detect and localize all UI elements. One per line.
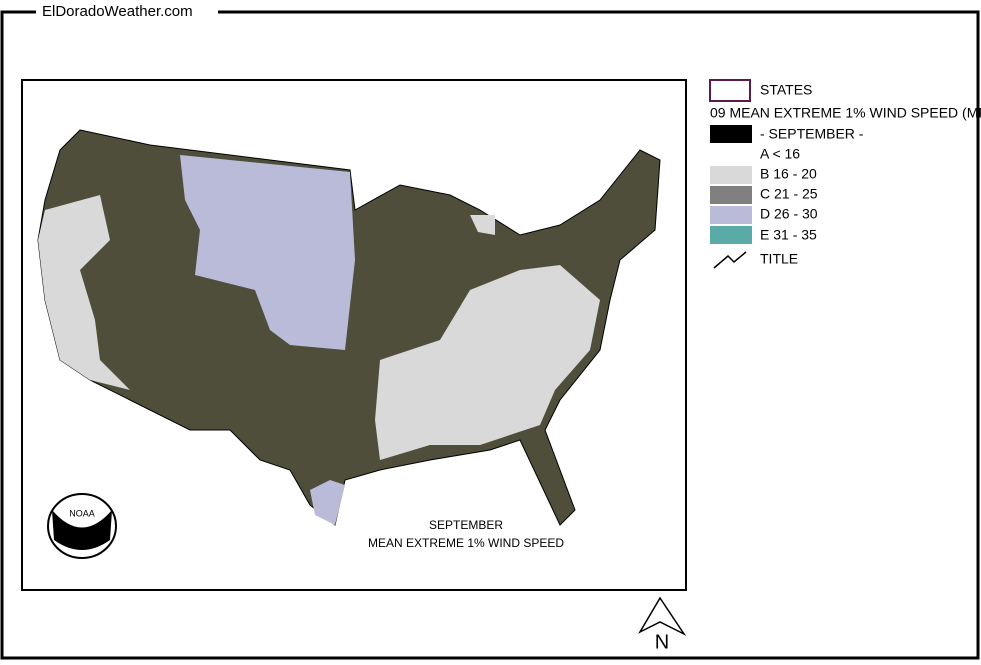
- title-symbol: [713, 251, 747, 269]
- legend-label: D 26 - 30: [760, 206, 818, 222]
- map-caption: MEAN EXTREME 1% WIND SPEED: [368, 536, 564, 550]
- outer-frame: [0, 10, 980, 660]
- region-d: [180, 155, 355, 350]
- states-swatch: [709, 79, 751, 102]
- north-arrow: [638, 596, 687, 636]
- legend-swatch: [710, 186, 752, 204]
- legend-swatch: [710, 206, 752, 224]
- north-label: N: [655, 631, 669, 653]
- legend-swatch: [710, 226, 752, 244]
- legend-label: A < 16: [760, 146, 800, 162]
- region-b-mi: [470, 215, 495, 235]
- noaa-text: NOAA: [69, 508, 95, 518]
- region-d-texas: [310, 480, 345, 525]
- legend-layer: 09 MEAN EXTREME 1% WIND SPEED (MP: [710, 105, 981, 121]
- legend-label: STATES: [760, 82, 812, 98]
- region-b-west: [38, 195, 130, 390]
- legend-label: TITLE: [760, 251, 798, 267]
- legend-label: E 31 - 35: [760, 227, 817, 243]
- legend-label: B 16 - 20: [760, 166, 817, 182]
- legend-label: C 21 - 25: [760, 186, 818, 202]
- title-gap: [36, 2, 218, 22]
- site-title: ElDoradoWeather.com: [42, 3, 193, 20]
- noaa-bird: [52, 510, 112, 550]
- legend-swatch: [710, 125, 752, 143]
- region-b-east: [375, 265, 600, 460]
- map-caption: SEPTEMBER: [429, 518, 503, 532]
- legend-label: - SEPTEMBER -: [760, 126, 864, 142]
- legend-swatch: [710, 166, 752, 184]
